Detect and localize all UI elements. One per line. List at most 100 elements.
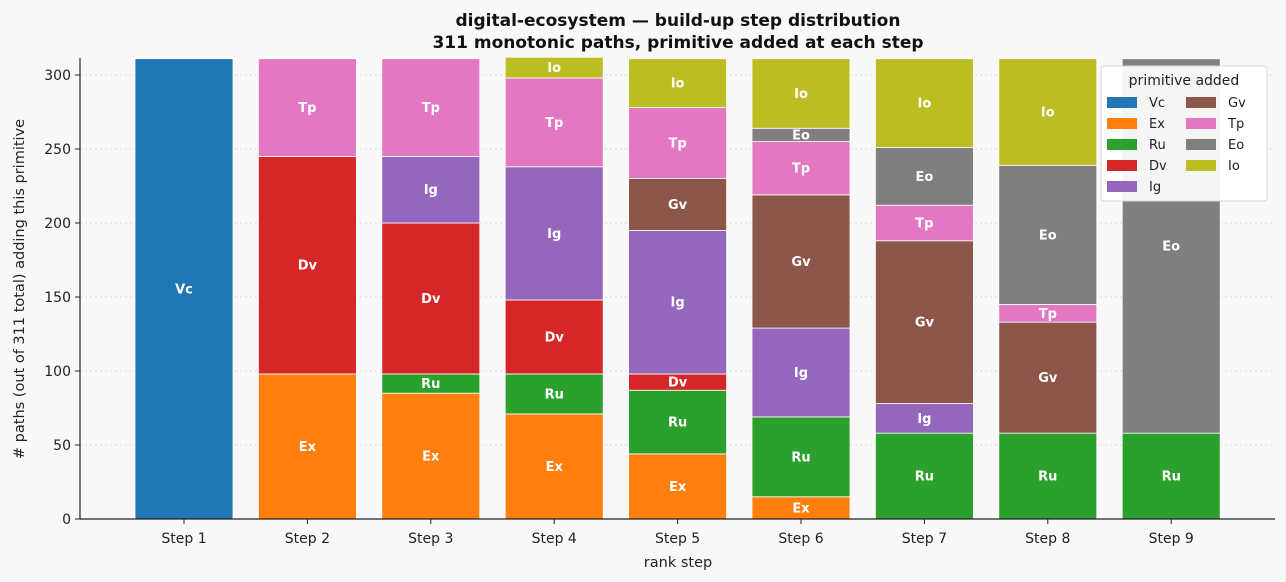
legend-swatch [1107,139,1137,150]
bar-segment [504,299,604,375]
bar-segment [998,58,1098,166]
legend-entry-label: Io [1228,159,1240,174]
legend-entry-label: Ig [1149,180,1161,195]
bar-segment-label: Io [671,77,685,92]
bar-segment [751,141,851,196]
bar-segment-label: Ig [424,183,438,198]
y-tick-label: 200 [44,216,71,232]
chart-title: digital-ecosystem — build-up step distri… [456,11,901,31]
bar-segment [875,58,974,148]
bar-segment [628,58,727,108]
x-tick-label: Step 3 [408,531,453,547]
bar-segment [751,194,851,329]
bar-segment [381,58,481,157]
legend: primitive added Vc Ex Ru Dv Ig Gv Tp Eo Io [1100,65,1268,202]
legend-entry-label: Eo [1228,138,1244,153]
bar-segment-label: Ig [917,412,931,427]
bar-segment [257,373,357,520]
bar-segment [751,58,851,129]
legend-title: primitive added [1129,73,1240,89]
legend-entry-label: Ex [1149,117,1165,132]
legend-swatch [1186,160,1216,171]
x-tick-label: Step 2 [285,531,330,547]
bar-segment-label: Ex [546,460,564,475]
legend-swatch [1107,181,1137,192]
bar-segment-label: Dv [668,376,688,391]
bar-segment-label: Eo [792,128,810,143]
x-tick-label: Step 5 [655,531,700,547]
legend-swatch [1107,118,1137,129]
y-tick-label: 50 [53,438,71,454]
x-tick-label: Step 1 [161,531,206,547]
bar-segment [504,56,604,79]
y-tick-label: 250 [44,142,71,158]
bar-segment-label: Ru [915,470,934,485]
bar-segment [504,373,604,415]
bar-segment [628,178,727,231]
bar-segment-label: Io [918,97,932,112]
legend-swatch [1186,118,1216,129]
bar-segment-label: Tp [669,137,687,152]
bar-segment-label: Tp [422,101,440,116]
legend-swatch [1186,97,1216,108]
bar-segment-label: Gv [668,198,688,213]
bar-segment-label: Eo [1039,228,1057,243]
bars: Vc Ex Dv Tp Ex Ru Dv Ig Tp Ex Ru Dv Ig Tp Io Ex Ru Dv Ig Gv… [134,56,1221,520]
bar-segment-label: Tp [298,101,316,116]
legend-swatch [1186,139,1216,150]
bar-segment-label: Ex [422,450,440,465]
x-tick-label: Step 6 [778,531,823,547]
bar-segment [998,432,1098,520]
legend-entry-label: Vc [1149,96,1165,111]
y-tick-label: 0 [62,512,71,528]
bar-segment-label: Ig [794,366,808,381]
bar-segment-label: Ex [669,480,687,495]
bar-segment [628,107,727,179]
x-axis-label: rank step [644,555,712,571]
bar-segment-label: Tp [545,116,563,131]
legend-swatch [1107,97,1137,108]
bar-segment-label: Tp [792,162,810,177]
bar-segment [134,58,234,520]
y-tick-label: 300 [44,68,71,84]
bar-segment-label: Ru [668,416,687,431]
legend-box [1100,65,1268,202]
bar-segment-label: Ru [1038,470,1057,485]
legend-swatch [1107,160,1137,171]
ticks: 0 50 100 150 200 250 300 Step 1 Step 2 Step 3 Step… [44,68,1194,547]
y-axis-label: # paths (out of 311 total) adding this p… [12,119,28,459]
bar-segment-label: Ru [545,387,564,402]
y-tick-label: 150 [44,290,71,306]
bar-segment-label: Gv [791,255,811,270]
x-tick-label: Step 4 [532,531,577,547]
legend-entry-label: Tp [1227,117,1244,132]
legend-entry-label: Ru [1149,138,1166,153]
bar-segment [875,147,974,206]
bar-segment [381,222,481,375]
legend-entry-label: Gv [1228,96,1246,111]
bar-segment [875,403,974,434]
bar-segment [998,164,1098,305]
bar-segment [257,58,357,157]
y-tick-label: 100 [44,364,71,380]
bar-segment-label: Eo [1162,239,1180,254]
bar-segment-label: Vc [175,282,193,297]
bar-segment-label: Gv [1038,371,1058,386]
bar-segment-label: Tp [915,217,933,232]
bar-segment-label: Io [547,61,561,76]
bar-segment-label: Ru [791,450,810,465]
bar-segment-label: Ru [1162,470,1181,485]
x-tick-label: Step 8 [1025,531,1070,547]
bar-segment-label: Io [794,87,808,102]
bar-segment [875,240,974,404]
bar-segment-label: Dv [545,330,565,345]
x-tick-label: Step 9 [1149,531,1194,547]
chart-subtitle: 311 monotonic paths, primitive added at … [432,33,923,53]
bar-segment-label: Gv [915,316,935,331]
bar-segment [504,77,604,168]
bar-segment-label: Ex [299,440,317,455]
bar-segment [628,229,727,375]
bar-segment [751,327,851,418]
bar-segment [875,432,974,520]
